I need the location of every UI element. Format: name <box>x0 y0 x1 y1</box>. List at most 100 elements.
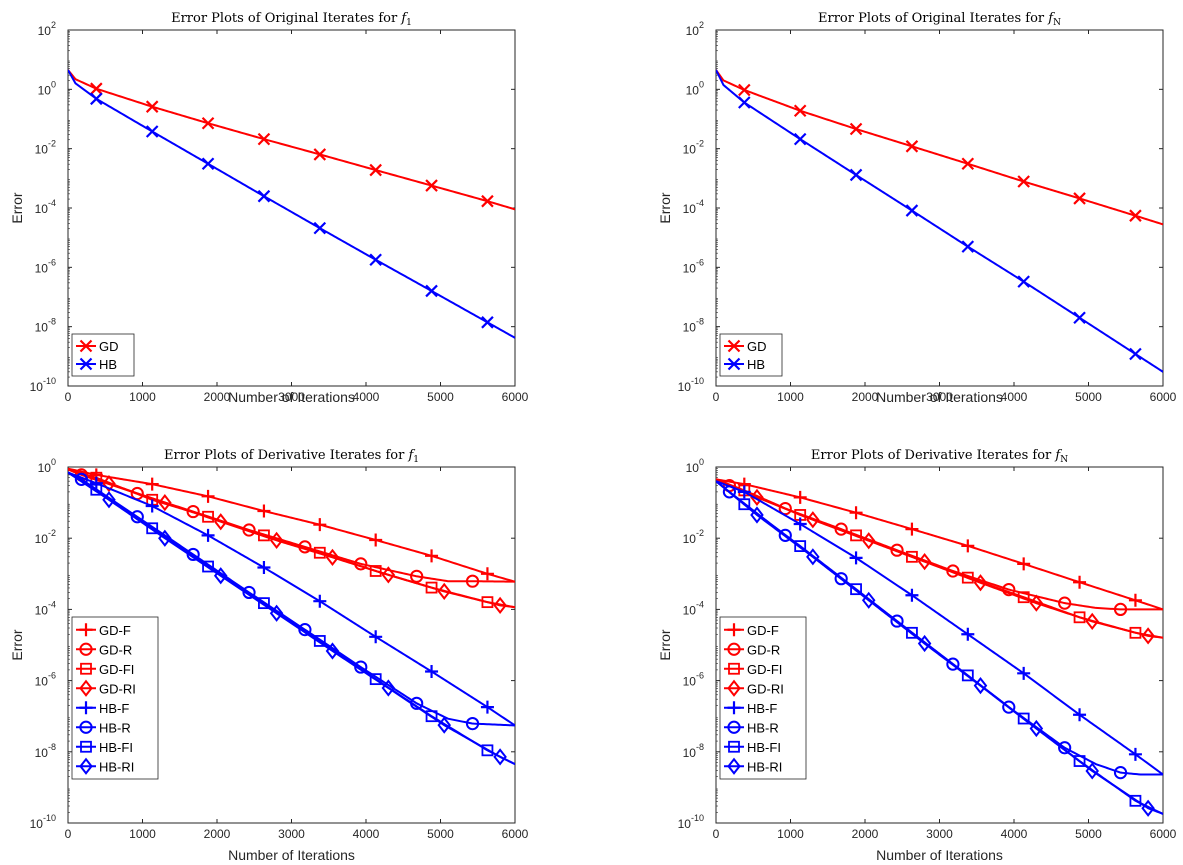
series-line-gd-f <box>68 467 515 583</box>
data-point-hb <box>961 240 975 253</box>
legend-marker <box>80 740 92 753</box>
chart-panel-2: Error Plots of Original Iterates for fN 0… <box>657 11 1177 405</box>
series-hb-ri <box>716 480 1163 817</box>
y-tick-label: 10-6 <box>35 257 56 275</box>
legend-label: HB-RI <box>747 759 782 774</box>
y-tick-label: 100 <box>38 457 56 475</box>
data-point-gd-f <box>145 477 159 491</box>
legend-label: GD-R <box>99 642 132 657</box>
data-point-hb-ri <box>493 748 507 766</box>
y-axis-label: Error <box>9 192 25 223</box>
data-point-hb <box>738 96 751 109</box>
data-point-gd-f <box>425 549 439 563</box>
data-point-gd-fi <box>1129 626 1142 639</box>
x-tick-label: 6000 <box>502 390 529 404</box>
data-point-gd-f <box>1128 593 1142 607</box>
data-point-gd-r <box>1058 596 1072 610</box>
data-point-hb-ri <box>861 591 876 609</box>
legend-marker <box>79 339 93 353</box>
plot-area <box>67 29 516 387</box>
x-tick-label: 4000 <box>1001 827 1028 841</box>
data-point-hb-ri <box>1029 719 1044 738</box>
data-point-hb-ri <box>102 491 116 509</box>
x-tick-label: 3000 <box>926 390 953 404</box>
series-hb <box>716 69 1163 373</box>
data-point-gd-fi <box>961 571 974 584</box>
data-point-gd-r <box>778 501 792 516</box>
series-gd-ri <box>68 468 515 614</box>
x-axis-label: Number of Iterations <box>876 847 1003 863</box>
data-point-hb-f <box>369 630 383 644</box>
data-point-hb-ri <box>213 567 228 585</box>
y-axis-label: Error <box>657 629 673 660</box>
x-axis-label: Number of Iterations <box>228 389 355 405</box>
data-point-hb-fi <box>850 583 862 596</box>
data-point-gd-ri <box>269 531 284 549</box>
data-point-hb-ri <box>269 604 284 622</box>
data-point-gd <box>849 122 863 136</box>
data-point-gd-r <box>465 574 480 588</box>
series-hb-f <box>716 480 1163 776</box>
data-point-gd-r <box>1113 602 1128 617</box>
y-tick-label: 10-2 <box>35 139 56 157</box>
legend-label: HB-F <box>99 701 129 716</box>
data-point-hb-fi <box>481 744 494 757</box>
y-tick-label: 10-10 <box>678 376 704 394</box>
series-hb-ri <box>68 471 515 766</box>
x-tick-label: 2000 <box>852 827 879 841</box>
data-point-gd <box>201 116 215 130</box>
data-point-gd <box>905 140 919 153</box>
data-point-gd-f <box>1017 557 1031 571</box>
legend-label: HB-R <box>99 720 131 735</box>
data-point-hb-fi <box>425 710 438 723</box>
data-point-hb-fi <box>1017 712 1030 725</box>
series-line-gd-f <box>716 478 1163 611</box>
data-point-gd <box>1073 192 1086 205</box>
data-point-gd-f <box>313 518 327 532</box>
x-tick-label: 6000 <box>1150 390 1177 404</box>
data-point-gd-ri <box>437 582 451 601</box>
series-line-hb-f <box>716 480 1163 776</box>
legend-label: GD-F <box>747 623 779 638</box>
data-point-hb-r <box>834 572 848 586</box>
plot-area <box>715 29 1164 387</box>
x-tick-label: 1000 <box>129 827 156 841</box>
data-point-hb <box>369 253 382 267</box>
x-axis-label: Number of Iterations <box>876 389 1003 405</box>
data-point-hb <box>1129 347 1142 361</box>
y-tick-label: 102 <box>686 20 704 38</box>
x-tick-label: 1000 <box>777 390 804 404</box>
x-tick-label: 5000 <box>427 390 454 404</box>
data-point-hb-fi <box>738 498 751 511</box>
y-tick-label: 10-8 <box>35 742 56 760</box>
legend-marker <box>79 720 93 734</box>
legend-marker <box>79 679 93 697</box>
legend-label: HB <box>99 357 117 372</box>
data-point-hb <box>201 157 215 171</box>
data-point-gd-ri <box>158 493 172 512</box>
data-point-gd-fi <box>481 596 494 609</box>
legend-marker <box>727 623 741 637</box>
data-point-hb-fi <box>906 626 918 639</box>
series-line-hb <box>716 69 1163 373</box>
legend-marker <box>727 757 741 775</box>
data-point-gd-ri <box>917 552 932 571</box>
data-point-hb-f <box>961 627 975 641</box>
data-point-hb-fi <box>202 560 214 573</box>
data-point-gd-f <box>1073 575 1087 589</box>
data-point-hb-r <box>1113 766 1128 780</box>
data-point-gd <box>257 132 271 146</box>
data-point-gd-ri <box>750 488 764 507</box>
data-point-hb-f <box>793 517 807 531</box>
x-tick-label: 1000 <box>777 827 804 841</box>
x-axis-label: Number of Iterations <box>228 847 355 863</box>
chart-panel-4: Error Plots of Derivative Iterates for f… <box>657 448 1177 863</box>
data-point-hb-ri <box>973 677 988 695</box>
x-tick-label: 5000 <box>427 827 454 841</box>
data-point-gd <box>313 148 327 161</box>
legend-marker <box>727 339 741 353</box>
data-point-hb-r <box>130 510 144 524</box>
x-tick-label: 2000 <box>204 827 231 841</box>
data-point-gd <box>738 83 751 97</box>
legend-label: GD-FI <box>99 662 134 677</box>
